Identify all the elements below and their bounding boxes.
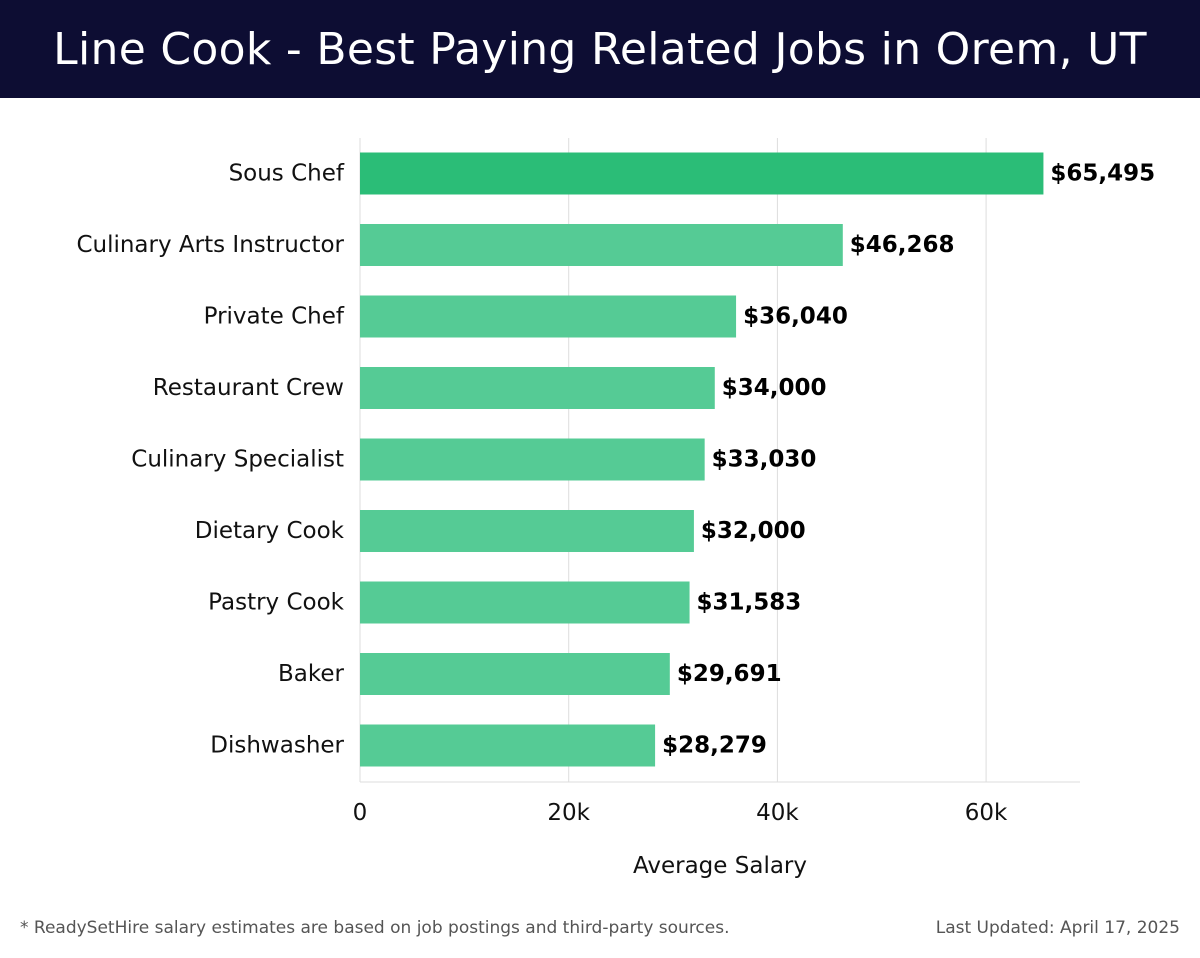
value-label-4: $33,030 bbox=[712, 447, 817, 473]
value-label-5: $32,000 bbox=[701, 518, 806, 544]
bar-8 bbox=[360, 724, 656, 767]
bar-chart: Sous Chef $65,495 Culinary Arts Instructor… bbox=[76, 138, 1155, 879]
x-tick-label-2: 40k bbox=[756, 800, 799, 826]
bar-7 bbox=[360, 653, 670, 695]
value-label-6: $31,583 bbox=[697, 590, 802, 616]
category-label-4: Culinary Specialist bbox=[131, 447, 344, 473]
footer-updated: Last Updated: April 17, 2025 bbox=[935, 918, 1180, 938]
footer-note: * ReadySetHire salary estimates are base… bbox=[20, 918, 730, 938]
bar-1 bbox=[360, 224, 843, 266]
bar-0 bbox=[360, 152, 1044, 195]
chart-title: Line Cook - Best Paying Related Jobs in … bbox=[53, 23, 1147, 75]
bar-3 bbox=[360, 367, 715, 409]
value-label-8: $28,279 bbox=[662, 733, 767, 759]
bar-6 bbox=[360, 581, 690, 624]
category-label-8: Dishwasher bbox=[210, 733, 344, 759]
x-tick-label-3: 60k bbox=[965, 800, 1008, 826]
bar-2 bbox=[360, 295, 737, 338]
category-label-1: Culinary Arts Instructor bbox=[76, 232, 344, 258]
x-axis-label: Average Salary bbox=[633, 853, 807, 879]
category-label-7: Baker bbox=[278, 661, 345, 687]
chart-header: Line Cook - Best Paying Related Jobs in … bbox=[0, 0, 1200, 98]
value-label-1: $46,268 bbox=[850, 232, 955, 258]
category-label-3: Restaurant Crew bbox=[153, 375, 344, 401]
category-label-0: Sous Chef bbox=[229, 161, 345, 187]
category-label-2: Private Chef bbox=[204, 304, 345, 330]
bar-4 bbox=[360, 438, 705, 481]
value-label-2: $36,040 bbox=[743, 304, 848, 330]
value-label-0: $65,495 bbox=[1050, 161, 1155, 187]
category-label-5: Dietary Cook bbox=[195, 518, 345, 544]
value-label-3: $34,000 bbox=[722, 375, 827, 401]
value-label-7: $29,691 bbox=[677, 661, 782, 687]
x-tick-label-0: 0 bbox=[353, 800, 368, 826]
category-label-6: Pastry Cook bbox=[208, 590, 345, 616]
bar-5 bbox=[360, 510, 694, 552]
x-tick-label-1: 20k bbox=[547, 800, 590, 826]
